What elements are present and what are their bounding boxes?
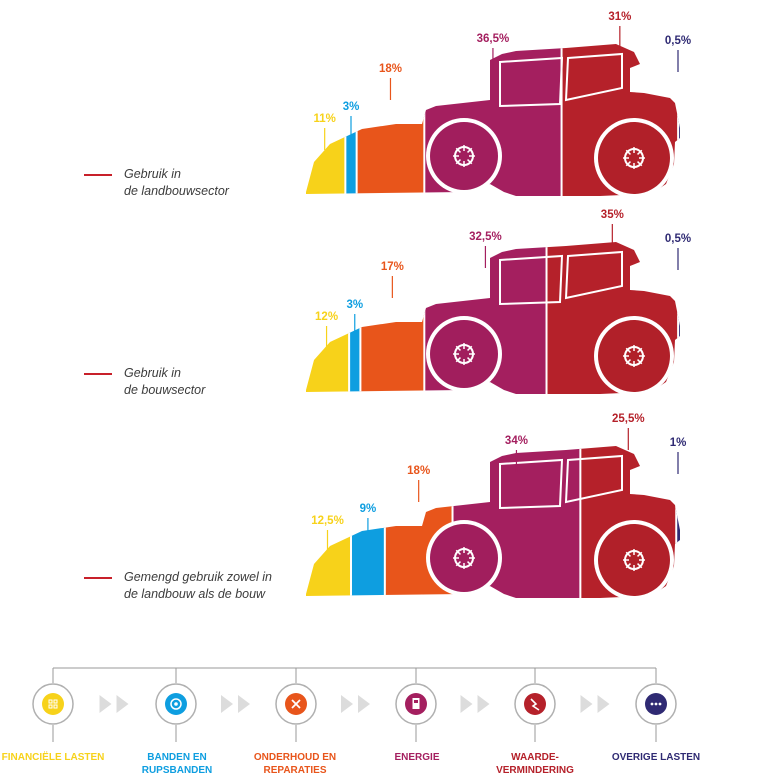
label-dash: [84, 373, 112, 375]
legend-label-energy: ENERGIE: [357, 751, 477, 764]
value-label-text: 18%: [379, 63, 402, 75]
rear-wheel: [594, 520, 674, 600]
label-dash: [84, 577, 112, 579]
row-label-text: Gebruik in de bouwsector: [124, 365, 205, 399]
legend-label-line1: WAARDE-: [511, 752, 559, 763]
value-label-depreciation: 31%: [608, 11, 631, 48]
value-label-financial: 11%: [313, 113, 336, 150]
value-label-text: 1%: [670, 437, 687, 449]
grid-icon: [32, 668, 74, 742]
cab-windows: [499, 250, 623, 306]
rear-wheel: [594, 118, 674, 198]
row-label-line2: de bouwsector: [124, 383, 206, 397]
tractor-row-1: 11% 3% 18% 36,5% 31% 0,5%: [306, 11, 691, 198]
tractor-row-3: 12,5% 9% 18% 34% 25,5% 1%: [306, 413, 687, 600]
value-label-text: 25,5%: [612, 413, 645, 425]
value-label-text: 12%: [315, 311, 338, 323]
value-label-text: 31%: [608, 11, 631, 23]
value-label-maintenance: 18%: [407, 465, 430, 502]
value-label-depreciation: 35%: [601, 209, 624, 246]
cab-windows: [499, 52, 623, 108]
legend-label-line1: OVERIGE LASTEN: [611, 752, 701, 763]
legend-label-maintenance: ONDERHOUD EN REPARATIES: [235, 751, 355, 777]
legend-label-line1: ONDERHOUD EN: [253, 752, 337, 763]
value-label-tyres: 3%: [343, 101, 360, 138]
value-label-text: 35%: [601, 209, 624, 221]
legend-label-other: OVERIGE LASTEN: [596, 751, 716, 764]
row-label-text: Gemengd gebruik zowel in de landbouw als…: [124, 569, 272, 603]
label-dash: [84, 174, 112, 176]
row-label-text: Gebruik in de landbouwsector: [124, 166, 229, 200]
value-label-maintenance: 17%: [381, 261, 404, 298]
value-label-text: 3%: [346, 299, 363, 311]
value-label-text: 0,5%: [665, 233, 691, 245]
cab-window: [564, 52, 623, 102]
chevron-right-icon: [341, 695, 370, 713]
value-label-other: 1%: [670, 437, 687, 474]
legend-label-line2: VERMINDERING: [496, 765, 574, 776]
row-label-line1: Gebruik in: [124, 366, 181, 380]
tyre-icon: [155, 668, 197, 742]
value-label-energy: 34%: [505, 435, 528, 472]
cab-window: [499, 56, 564, 108]
ellipsis-icon: [635, 668, 677, 742]
value-label-text: 32,5%: [469, 231, 502, 243]
legend-label-line2: RUPSBANDEN: [141, 765, 213, 776]
cab-window: [564, 250, 623, 300]
front-wheel: [426, 118, 502, 194]
row-label-agriculture: Gebruik in de landbouwsector: [84, 166, 229, 200]
row-label-line1: Gemengd gebruik zowel in: [124, 570, 272, 584]
legend-label-line2: REPARATIES: [263, 765, 327, 776]
value-label-text: 11%: [313, 113, 335, 125]
row-label-line2: de landbouw als de bouw: [124, 587, 266, 601]
legend-label-line1: ENERGIE: [394, 752, 440, 763]
value-label-text: 34%: [505, 435, 528, 447]
value-label-text: 0,5%: [665, 35, 691, 47]
value-label-tyres: 9%: [360, 503, 377, 540]
cab-window: [499, 458, 564, 510]
value-label-text: 17%: [381, 261, 404, 273]
cab-windows: [499, 454, 623, 510]
row-label-line1: Gebruik in: [124, 167, 181, 181]
legend: [32, 667, 677, 742]
chevron-right-icon: [221, 695, 250, 713]
value-label-other: 0,5%: [665, 233, 691, 270]
value-label-financial: 12,5%: [311, 515, 344, 552]
legend-label-line1: FINANCIËLE LASTEN: [1, 752, 105, 763]
value-label-energy: 32,5%: [469, 231, 502, 268]
legend-label-line1: BANDEN EN: [147, 752, 207, 763]
chevron-right-icon: [580, 695, 610, 713]
legend-label-depreciation: WAARDE- VERMINDERING: [475, 751, 595, 777]
row-label-mixed: Gemengd gebruik zowel in de landbouw als…: [84, 569, 272, 603]
value-label-text: 36,5%: [477, 33, 510, 45]
value-label-maintenance: 18%: [379, 63, 402, 100]
value-label-text: 9%: [360, 503, 377, 515]
front-wheel: [426, 520, 502, 596]
row-label-line2: de landbouwsector: [124, 184, 229, 198]
value-label-text: 18%: [407, 465, 430, 477]
fuel-pump-icon: [395, 668, 437, 742]
front-wheel: [426, 316, 502, 392]
value-label-financial: 12%: [315, 311, 338, 348]
tools-icon: [275, 668, 317, 742]
value-label-tyres: 3%: [346, 299, 363, 336]
cab-window: [499, 254, 564, 306]
legend-label-financial: FINANCIËLE LASTEN: [0, 751, 113, 764]
value-label-depreciation: 25,5%: [612, 413, 645, 450]
cab-window: [564, 454, 623, 504]
tractor-row-2: 12% 3% 17% 32,5% 35% 0,5%: [306, 209, 691, 396]
chevron-right-icon: [99, 695, 129, 713]
value-label-text: 3%: [343, 101, 360, 113]
value-label-energy: 36,5%: [477, 33, 510, 70]
bar-segment-other: [676, 446, 680, 598]
trend-down-icon: [514, 668, 556, 742]
value-label-other: 0,5%: [665, 35, 691, 72]
rear-wheel: [594, 316, 674, 396]
legend-label-tyres: BANDEN EN RUPSBANDEN: [117, 751, 237, 777]
row-label-construction: Gebruik in de bouwsector: [84, 365, 205, 399]
chevron-right-icon: [460, 695, 490, 713]
value-label-text: 12,5%: [311, 515, 344, 527]
